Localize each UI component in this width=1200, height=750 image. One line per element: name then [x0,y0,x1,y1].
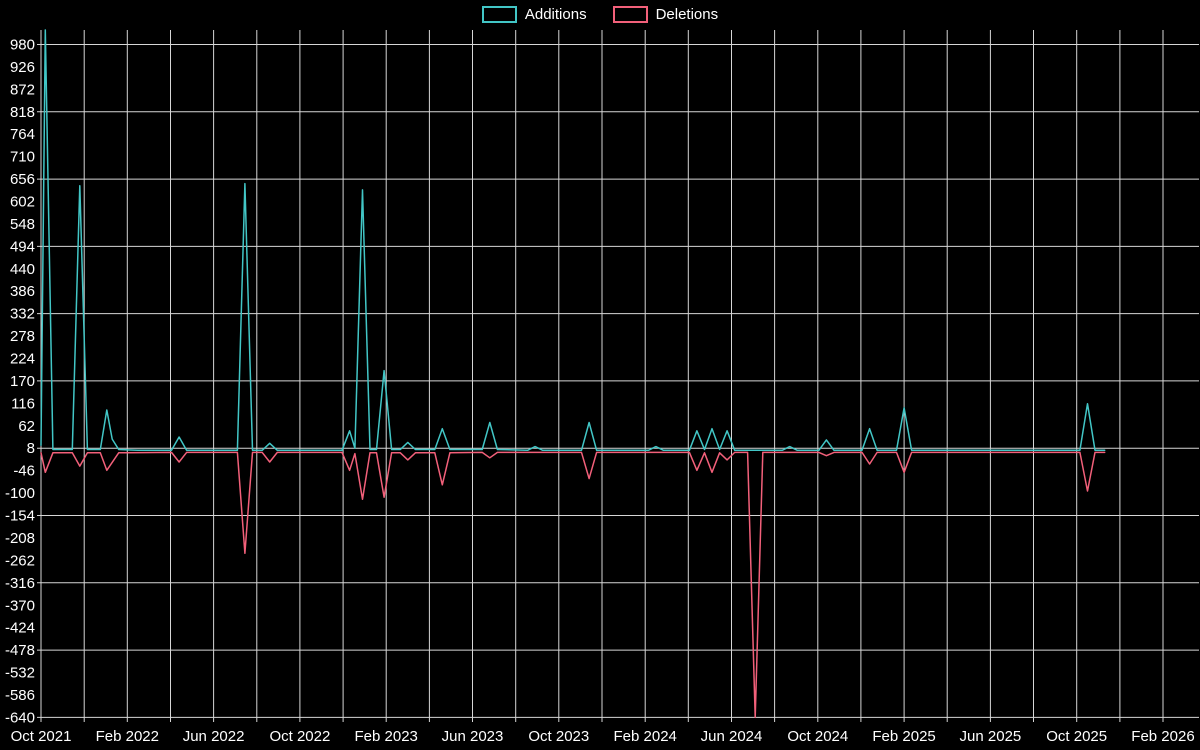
additions-swatch [481,6,517,23]
y-axis-tick-label: 62 [18,418,35,435]
y-axis-tick-label: 872 [10,81,35,98]
y-axis-tick-label: -262 [5,552,35,569]
y-axis-tick-label: 710 [10,149,35,166]
y-axis-tick-label: 656 [10,171,35,188]
y-axis-tick-label: 494 [10,238,35,255]
y-axis-tick-label: -46 [13,463,35,480]
y-axis-tick-label: -316 [5,575,35,592]
x-axis-tick-label: Feb 2024 [614,728,677,745]
y-axis-tick-label: -640 [5,709,35,726]
legend-item-deletions[interactable]: Deletions [612,6,719,23]
y-axis-tick-label: -370 [5,597,35,614]
x-axis-tick-label: Oct 2024 [787,728,848,745]
y-axis-tick-label: 926 [10,59,35,76]
legend-label-deletions: Deletions [655,6,719,23]
y-axis-tick-label: 764 [10,126,35,143]
deletions-swatch [612,6,648,23]
deletions-line [40,451,1106,719]
x-axis-tick-label: Jun 2025 [960,728,1022,745]
y-axis-tick-label: 278 [10,328,35,345]
x-axis-tick-label: Feb 2022 [96,728,159,745]
x-axis-tick-label: Oct 2023 [528,728,589,745]
y-axis-tick-label: -478 [5,642,35,659]
x-axis-tick-label: Feb 2026 [1131,728,1194,745]
x-axis-tick-label: Oct 2025 [1046,728,1107,745]
y-axis-tick-label: 818 [10,104,35,121]
legend-label-additions: Additions [524,6,587,23]
y-axis-tick-label: 602 [10,194,35,211]
y-axis-tick-label: -154 [5,508,35,525]
x-axis-tick-label: Jun 2022 [183,728,245,745]
y-axis-tick-label: 980 [10,37,35,54]
y-axis-tick-label: -532 [5,665,35,682]
additions-line [40,29,1106,452]
y-axis-tick-label: -100 [5,485,35,502]
y-axis-tick-label: 386 [10,283,35,300]
x-axis-tick-label: Jun 2023 [442,728,504,745]
chart-legend: Additions Deletions [0,6,1200,23]
x-axis-tick-label: Oct 2022 [269,728,330,745]
y-axis-tick-label: 332 [10,306,35,323]
x-axis-tick-label: Oct 2021 [11,728,72,745]
x-axis-tick-label: Jun 2024 [701,728,763,745]
x-axis-tick-label: Feb 2025 [872,728,935,745]
y-axis-tick-label: 8 [27,440,35,457]
y-axis-tick-label: -586 [5,687,35,704]
y-axis-tick-label: -424 [5,620,35,637]
y-axis-tick-label: 116 [11,395,35,412]
y-axis-tick-label: 170 [10,373,35,390]
legend-item-additions[interactable]: Additions [481,6,587,23]
y-axis-tick-label: 224 [10,351,35,368]
y-axis-tick-label: 548 [10,216,35,233]
y-axis-tick-label: 440 [10,261,35,278]
x-axis-tick-label: Feb 2023 [355,728,418,745]
y-axis-tick-label: -208 [5,530,35,547]
